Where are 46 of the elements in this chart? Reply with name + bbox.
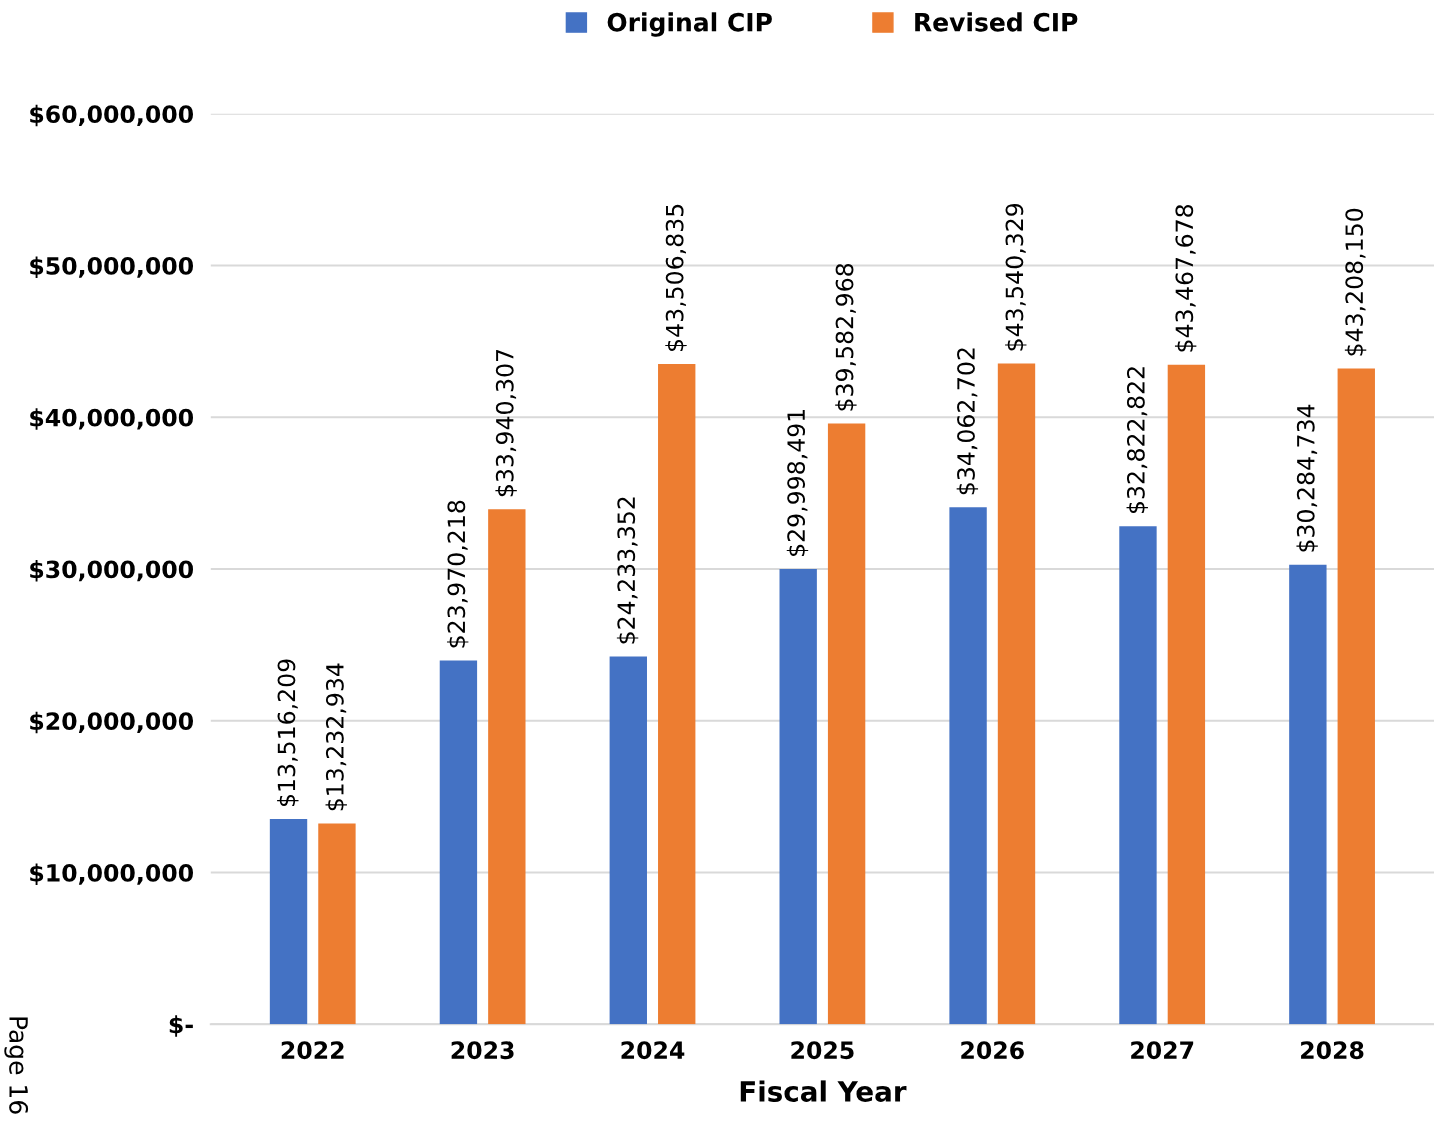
data-label: $43,506,835 bbox=[665, 204, 687, 351]
bar bbox=[1119, 526, 1157, 1025]
data-label: $30,284,734 bbox=[1296, 404, 1318, 552]
bar bbox=[997, 363, 1036, 1025]
data-label: $39,582,968 bbox=[835, 263, 857, 411]
x-tick-label: 2028 bbox=[1301, 1041, 1364, 1060]
bar bbox=[488, 509, 526, 1025]
data-label: $43,540,329 bbox=[1005, 203, 1027, 351]
bar bbox=[949, 507, 987, 1025]
bar bbox=[269, 819, 308, 1025]
y-tick-label: $60,000,000 bbox=[30, 104, 194, 127]
legend-label: Revised CIP bbox=[915, 12, 1078, 32]
y-tick-label: $10,000,000 bbox=[30, 863, 194, 885]
data-label: $29,998,491 bbox=[786, 409, 809, 556]
x-tick-label: 2024 bbox=[621, 1041, 685, 1060]
x-axis-title: Fiscal Year bbox=[740, 1080, 907, 1102]
x-tick-label: 2027 bbox=[1131, 1041, 1194, 1060]
x-tick-label: 2022 bbox=[281, 1041, 344, 1060]
x-tick-label: 2026 bbox=[961, 1041, 1024, 1060]
bar bbox=[658, 364, 696, 1025]
bar bbox=[827, 423, 866, 1025]
text: Page 16 bbox=[4, 1017, 29, 1114]
bar bbox=[1167, 364, 1206, 1025]
y-tick-label: $- bbox=[169, 1015, 193, 1037]
data-label: $33,940,307 bbox=[495, 349, 517, 497]
data-label: $43,467,678 bbox=[1174, 204, 1197, 352]
y-tick-label: $20,000,000 bbox=[30, 711, 194, 734]
data-label: $13,232,934 bbox=[325, 663, 347, 811]
bar bbox=[1289, 564, 1327, 1025]
y-tick-label: $30,000,000 bbox=[30, 560, 194, 582]
data-label: $43,208,150 bbox=[1344, 208, 1367, 356]
bar bbox=[1337, 368, 1375, 1025]
legend-label: Original CIP bbox=[607, 12, 772, 37]
data-label: $34,062,702 bbox=[956, 348, 979, 495]
data-label: $23,970,218 bbox=[446, 500, 469, 648]
data-label: $13,516,209 bbox=[277, 659, 299, 807]
bar bbox=[779, 569, 817, 1025]
y-tick-label: $40,000,000 bbox=[30, 408, 194, 430]
x-tick-label: 2025 bbox=[791, 1041, 854, 1060]
bar bbox=[439, 660, 478, 1025]
bar bbox=[609, 656, 647, 1025]
data-label: $32,822,822 bbox=[1126, 367, 1148, 514]
y-tick-label: $50,000,000 bbox=[30, 256, 194, 278]
data-label: $24,233,352 bbox=[616, 497, 639, 644]
bar bbox=[318, 823, 356, 1025]
x-tick-label: 2023 bbox=[451, 1041, 514, 1060]
